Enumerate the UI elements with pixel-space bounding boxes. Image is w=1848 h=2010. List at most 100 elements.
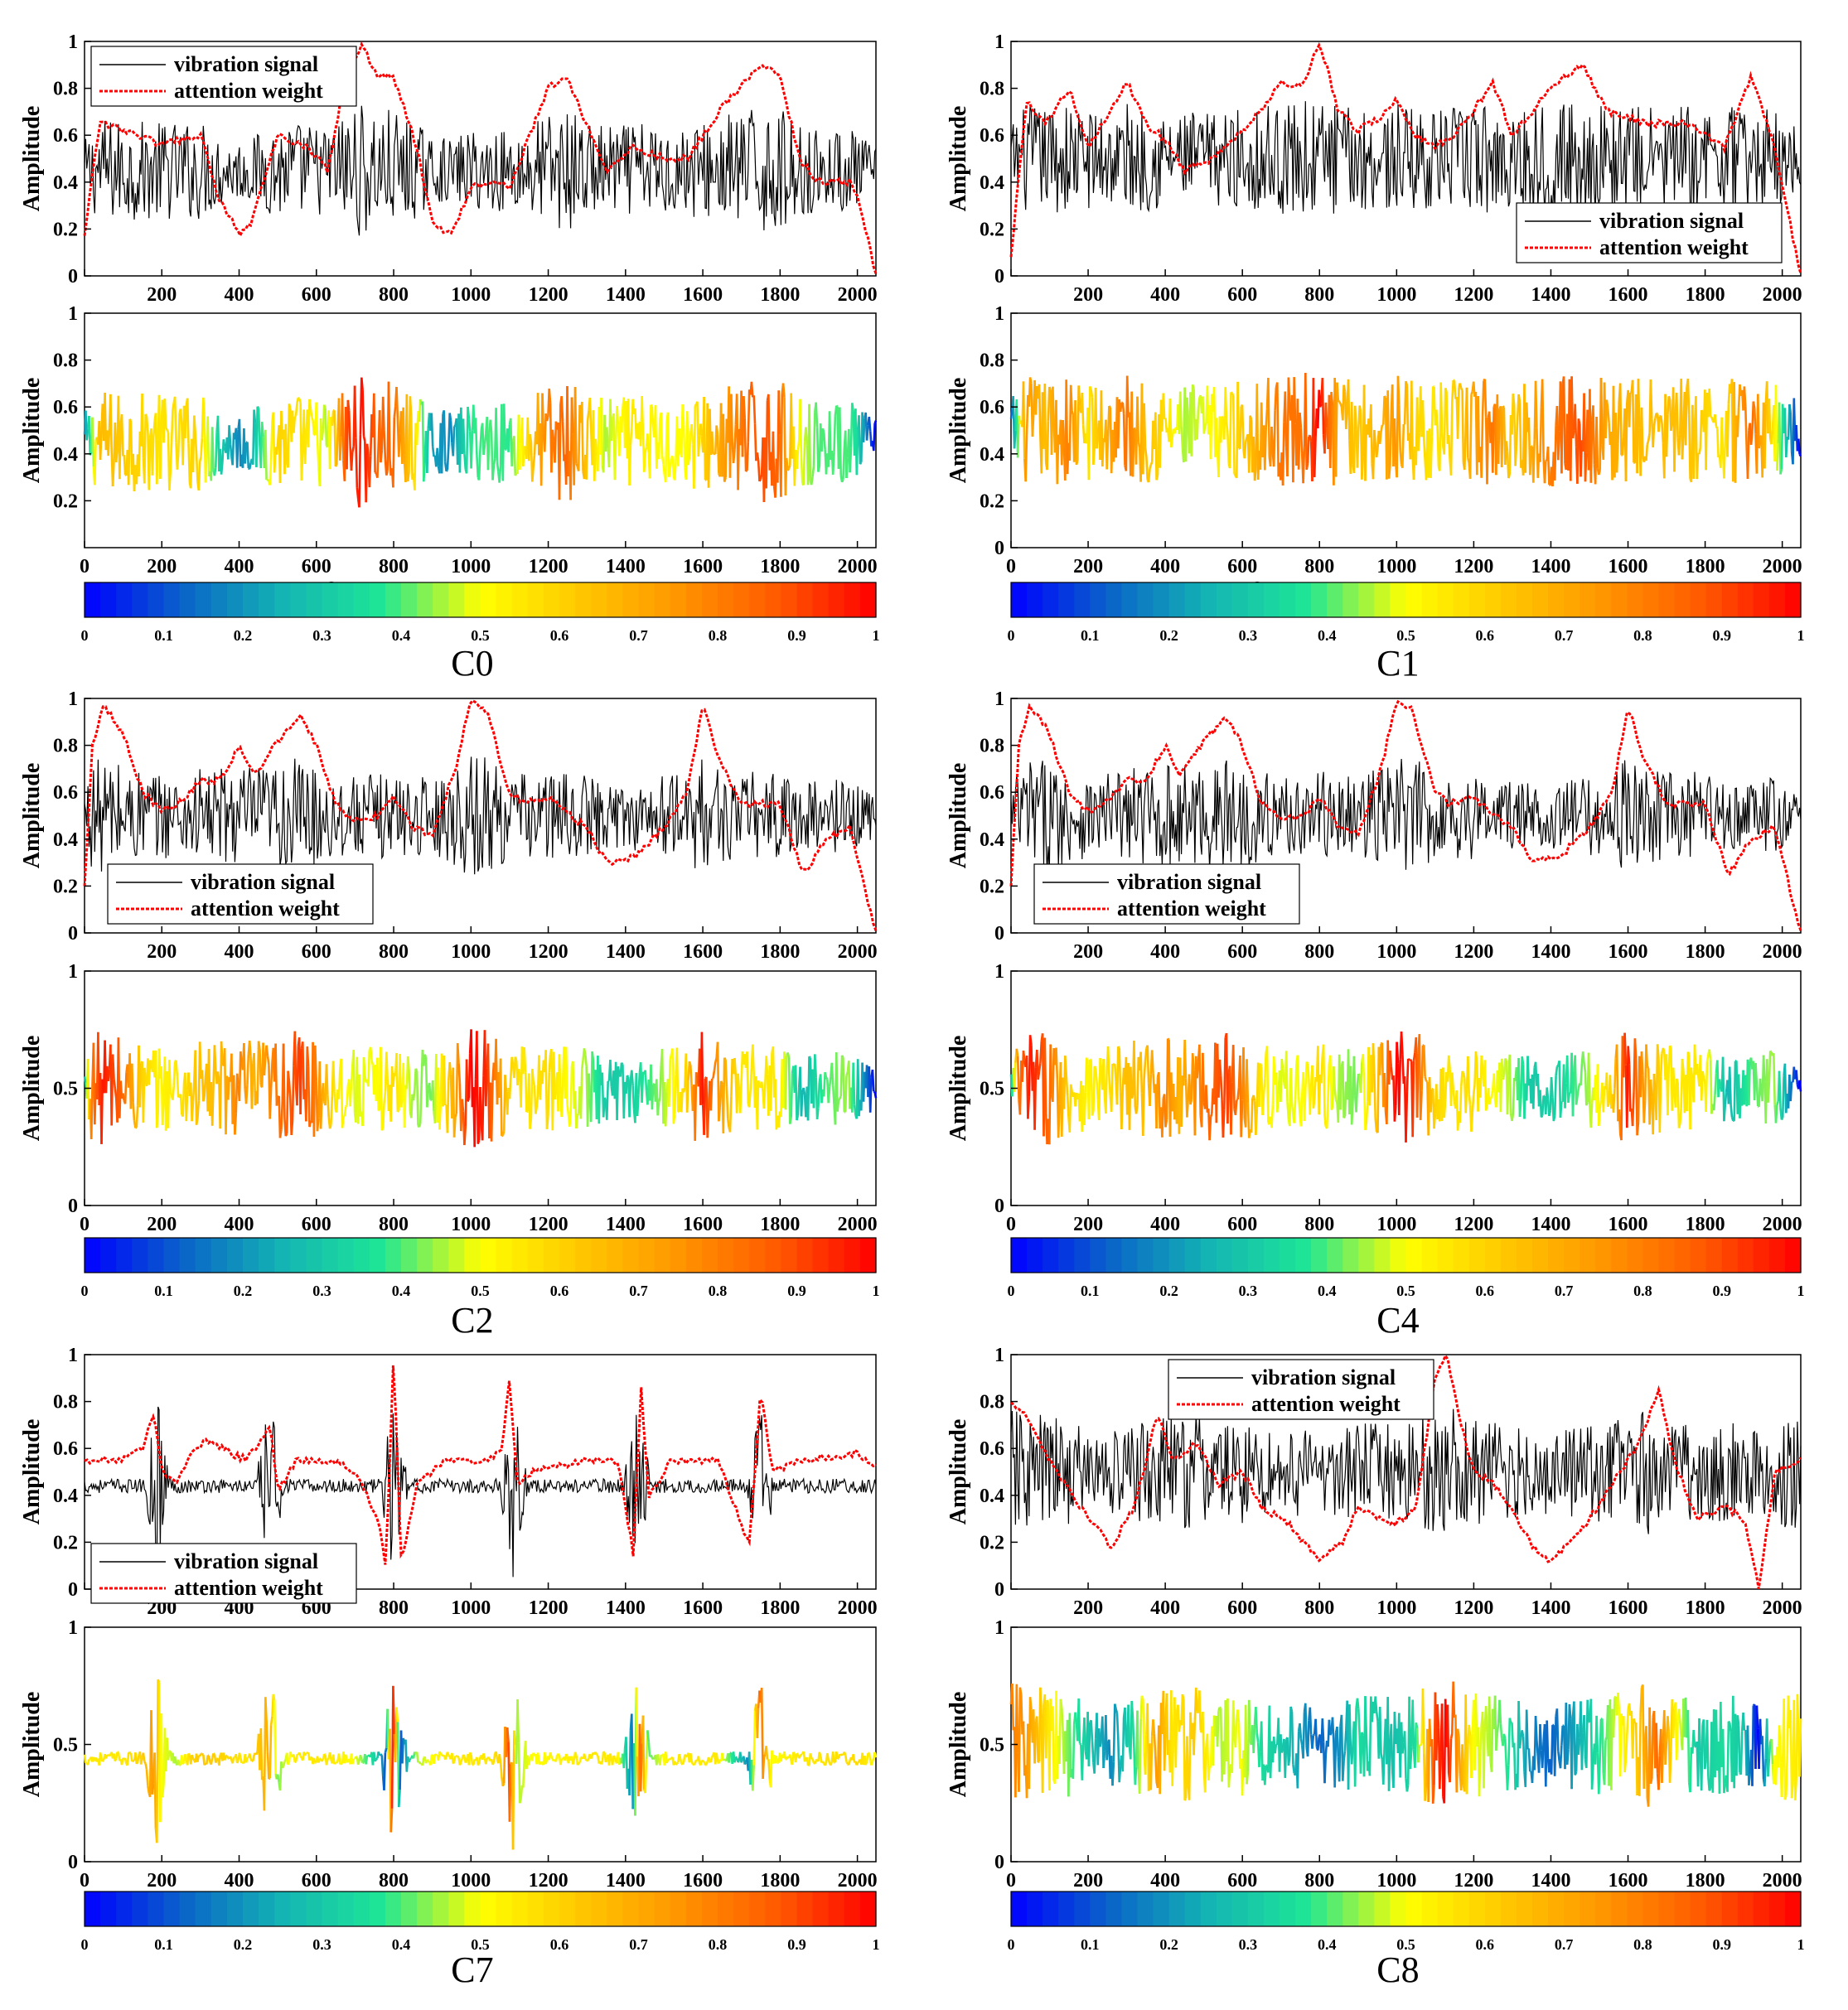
y-tick-label: 0.2 xyxy=(980,876,1004,897)
x-tick-label: 1000 xyxy=(451,1597,491,1619)
colored-signal-segment xyxy=(1432,385,1434,389)
legend-box xyxy=(90,1543,357,1604)
y-tick-label: 0.5 xyxy=(53,1079,78,1100)
colored-signal-segment xyxy=(1770,1739,1774,1765)
colored-signal-segment xyxy=(1208,1116,1212,1141)
colored-signal-segment xyxy=(747,1090,752,1108)
colored-signal-segment xyxy=(669,457,673,470)
colorbar-cell xyxy=(1548,1238,1565,1273)
colored-signal-segment xyxy=(461,1099,465,1112)
colored-signal-segment xyxy=(275,1097,279,1106)
colored-signal-segment xyxy=(169,1092,173,1097)
colored-signal-segment xyxy=(1508,1718,1512,1723)
colored-signal-segment xyxy=(787,1056,791,1124)
colored-signal-segment xyxy=(1305,1061,1309,1065)
colored-signal-segment xyxy=(513,1056,517,1079)
colored-signal-segment xyxy=(392,417,396,488)
colored-signal-segment xyxy=(1514,446,1518,466)
colored-signal-segment xyxy=(690,423,694,445)
colored-signal-segment xyxy=(1077,1698,1081,1744)
colored-signal-segment xyxy=(662,463,666,476)
colorbar-cell xyxy=(385,1238,402,1273)
colored-signal-segment xyxy=(1383,1073,1387,1112)
colored-signal-segment xyxy=(810,1756,814,1761)
colored-signal-segment xyxy=(351,1758,355,1765)
colored-signal-segment xyxy=(1468,1724,1472,1737)
x-tick-label: 1400 xyxy=(606,1214,646,1235)
y-tick-label: 0.6 xyxy=(980,1438,1004,1460)
colored-signal-segment xyxy=(1393,418,1397,462)
colored-signal-segment xyxy=(1087,386,1091,481)
colored-signal-segment xyxy=(274,1043,278,1106)
colored-signal-segment xyxy=(268,1088,273,1119)
x-tick-label: 400 xyxy=(1150,1870,1180,1892)
colored-signal-segment xyxy=(1105,1067,1108,1114)
colored-signal-segment xyxy=(762,1754,767,1758)
legend-signal-label: vibration signal xyxy=(1599,209,1744,233)
colorbar-cell xyxy=(718,582,734,617)
colored-signal-segment xyxy=(1342,1761,1345,1781)
y-tick-label: 1 xyxy=(994,1617,1004,1639)
colored-signal-segment xyxy=(1681,432,1685,460)
colored-signal-segment xyxy=(685,1080,689,1113)
colored-signal-segment xyxy=(713,1061,717,1071)
colored-signal-segment xyxy=(811,1758,815,1763)
colorbar-cell xyxy=(116,582,133,617)
colored-signal-segment xyxy=(1267,378,1271,458)
x-tick-label: 1600 xyxy=(1609,556,1648,577)
x-tick-label: 1000 xyxy=(1376,284,1416,306)
colored-signal-segment xyxy=(1044,1699,1048,1759)
panel-title: C0 xyxy=(451,643,493,684)
colored-signal-segment xyxy=(1357,1708,1361,1736)
colored-signal-segment xyxy=(1028,377,1033,384)
colored-signal-segment xyxy=(1445,391,1449,444)
colored-signal-segment xyxy=(452,1116,457,1138)
colored-signal-segment xyxy=(1707,1776,1710,1791)
x-tick-label: 200 xyxy=(1073,1870,1103,1892)
colored-signal-segment xyxy=(1780,1117,1784,1121)
colored-signal-segment xyxy=(360,1758,364,1763)
colored-signal-segment xyxy=(1261,1094,1265,1115)
colored-signal-segment xyxy=(201,1752,205,1756)
colored-signal-segment xyxy=(722,413,726,482)
colored-signal-segment xyxy=(378,1109,380,1112)
colored-signal-segment xyxy=(1241,404,1245,450)
colored-signal-segment xyxy=(1203,1746,1207,1793)
colorbar-cell xyxy=(1405,1238,1423,1273)
colorbar-cell xyxy=(1295,582,1312,617)
colored-signal-segment xyxy=(772,431,776,487)
colored-signal-segment xyxy=(1195,1687,1198,1712)
colored-signal-segment xyxy=(477,448,481,481)
colored-signal-segment xyxy=(611,1755,615,1766)
legend-box xyxy=(90,46,357,107)
colored-signal-segment xyxy=(1359,1061,1363,1094)
colored-signal-segment xyxy=(602,1097,606,1118)
colored-signal-segment xyxy=(1479,1725,1483,1752)
colored-signal-segment xyxy=(1451,379,1454,403)
colored-signal-segment xyxy=(1155,475,1159,481)
colorbar-cell xyxy=(1705,582,1723,617)
colored-signal-segment xyxy=(1134,1105,1139,1114)
colored-signal-segment xyxy=(408,1069,412,1112)
x-tick-label: 1000 xyxy=(451,556,491,577)
colored-signal-axes: 00.510 200 400 600 800 1000 1200 1400 1600 1800 20… xyxy=(19,1617,878,1919)
colored-signal-segment xyxy=(1272,410,1276,467)
colored-signal-segment xyxy=(1531,445,1533,448)
colored-signal-segment xyxy=(815,1108,820,1120)
colorbar-cell xyxy=(543,1238,560,1273)
colored-signal-segment xyxy=(840,479,844,483)
colorbar-cell xyxy=(116,1892,133,1926)
colored-signal-segment xyxy=(249,1758,254,1762)
colored-signal-segment xyxy=(830,1761,834,1766)
colored-signal-segment xyxy=(1618,1109,1622,1134)
colored-signal-segment xyxy=(114,1757,118,1762)
colorbar-cell xyxy=(1105,582,1123,617)
colored-signal-segment xyxy=(380,1128,385,1132)
colored-signal-segment xyxy=(1472,1085,1476,1095)
colored-signal-segment xyxy=(1492,1073,1497,1101)
colored-signal-segment xyxy=(545,1116,549,1129)
x-tick-label: 1200 xyxy=(529,1597,568,1619)
colorbar-cell xyxy=(85,582,101,617)
x-tick-label: 1600 xyxy=(1609,1597,1648,1619)
